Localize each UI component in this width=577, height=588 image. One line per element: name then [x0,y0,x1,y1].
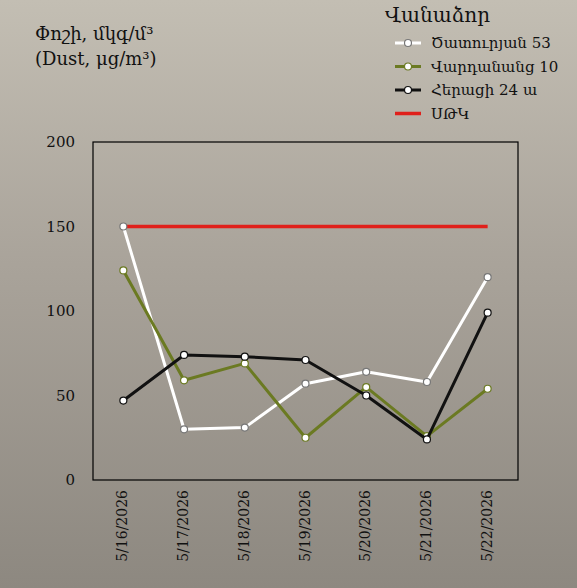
x-tick-label: 5/16/2026 [114,490,130,562]
x-tick-label: 5/17/2026 [175,490,191,562]
y-tick-label: 200 [46,133,75,151]
series-marker [241,360,248,367]
x-tick-label: 5/18/2026 [236,490,252,562]
legend-label: Ծատուրյան 53 [431,34,551,52]
series-marker [363,392,370,399]
series-line [123,313,487,440]
series-marker [181,426,188,433]
plot-area [120,223,491,443]
series-marker [302,380,309,387]
series-marker [120,267,127,274]
series-marker [363,368,370,375]
legend-title: Վանաձոր [385,3,490,27]
series-marker [181,351,188,358]
legend-marker [405,40,412,47]
y-tick-label: 50 [56,387,75,405]
legend-marker [405,63,412,70]
series-marker [181,377,188,384]
legend-label: Հերացի 24 ա [431,81,537,99]
series-marker [484,385,491,392]
chart: Փոշի, մկգ/մ³ (Dust, μg/m³) 0 50 100 150 200 5/1… [0,0,577,588]
series-marker [484,274,491,281]
subtitle: (Dust, μg/m³) [35,48,157,69]
series-marker [363,384,370,391]
y-tick-label: 150 [46,218,75,236]
x-tick-label: 5/22/2026 [479,490,495,562]
legend-marker [405,87,412,94]
plot-frame [93,142,518,480]
series-marker [302,434,309,441]
series-line [123,225,487,229]
series-marker [484,309,491,316]
series-marker [120,397,127,404]
title: Փոշի, մկգ/մ³ [35,23,153,44]
series-line [123,227,487,430]
series-marker [120,223,127,230]
series-line [123,270,487,437]
series-marker [241,353,248,360]
y-tick-label: 0 [65,471,75,489]
y-tick-label: 100 [46,302,75,320]
legend-label: ՍԹԿ [431,105,470,123]
legend-label: Վարդանանց 10 [431,58,558,76]
series-marker [302,357,309,364]
x-tick-label: 5/20/2026 [357,490,373,562]
legend-swatch [395,112,421,116]
x-tick-label: 5/21/2026 [418,490,434,562]
series-marker [423,378,430,385]
background [0,0,577,588]
x-tick-label: 5/19/2026 [297,490,313,562]
series-marker [423,436,430,443]
series-marker [241,424,248,431]
